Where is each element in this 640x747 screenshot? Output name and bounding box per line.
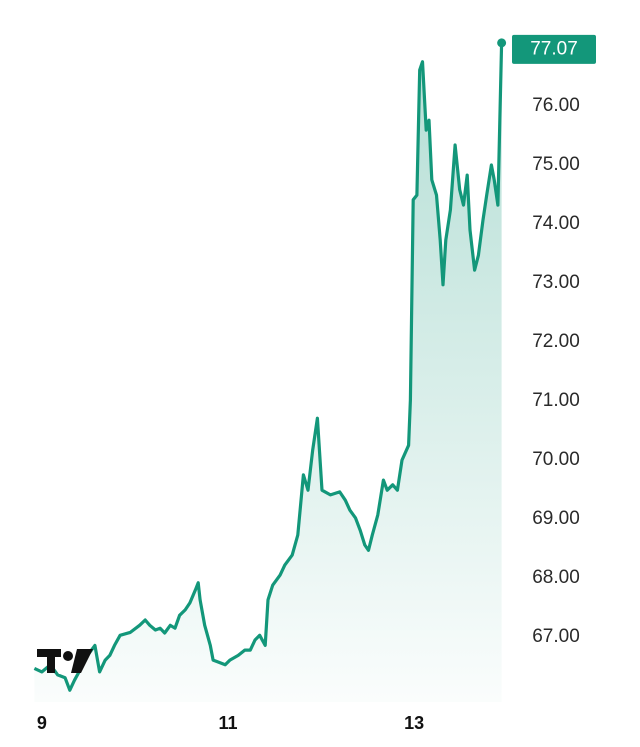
plot-area [33, 38, 507, 702]
line [33, 42, 504, 692]
logo [37, 649, 93, 673]
y-tick-label: 72.00 [532, 331, 580, 352]
y-tick-label: 70.00 [532, 449, 580, 470]
x-tick-label: 9 [37, 713, 47, 733]
y-tick-label: 75.00 [532, 154, 580, 175]
y-tick-label: 74.00 [532, 213, 580, 234]
y-tick-label: 69.00 [532, 508, 580, 529]
y-tick-label: 67.00 [532, 626, 580, 647]
area [34, 42, 502, 702]
y-tick-label: 73.00 [532, 272, 580, 293]
y-tick-label: 76.00 [532, 95, 580, 116]
last-point [497, 38, 507, 48]
y-tick-label: 71.00 [532, 390, 580, 411]
y-tick-label: 68.00 [532, 567, 580, 588]
last-price-box [512, 34, 596, 64]
last-price-label: 77.07 [530, 38, 578, 59]
x-tick-label: 11 [218, 713, 237, 733]
x-tick-label: 13 [404, 713, 424, 733]
